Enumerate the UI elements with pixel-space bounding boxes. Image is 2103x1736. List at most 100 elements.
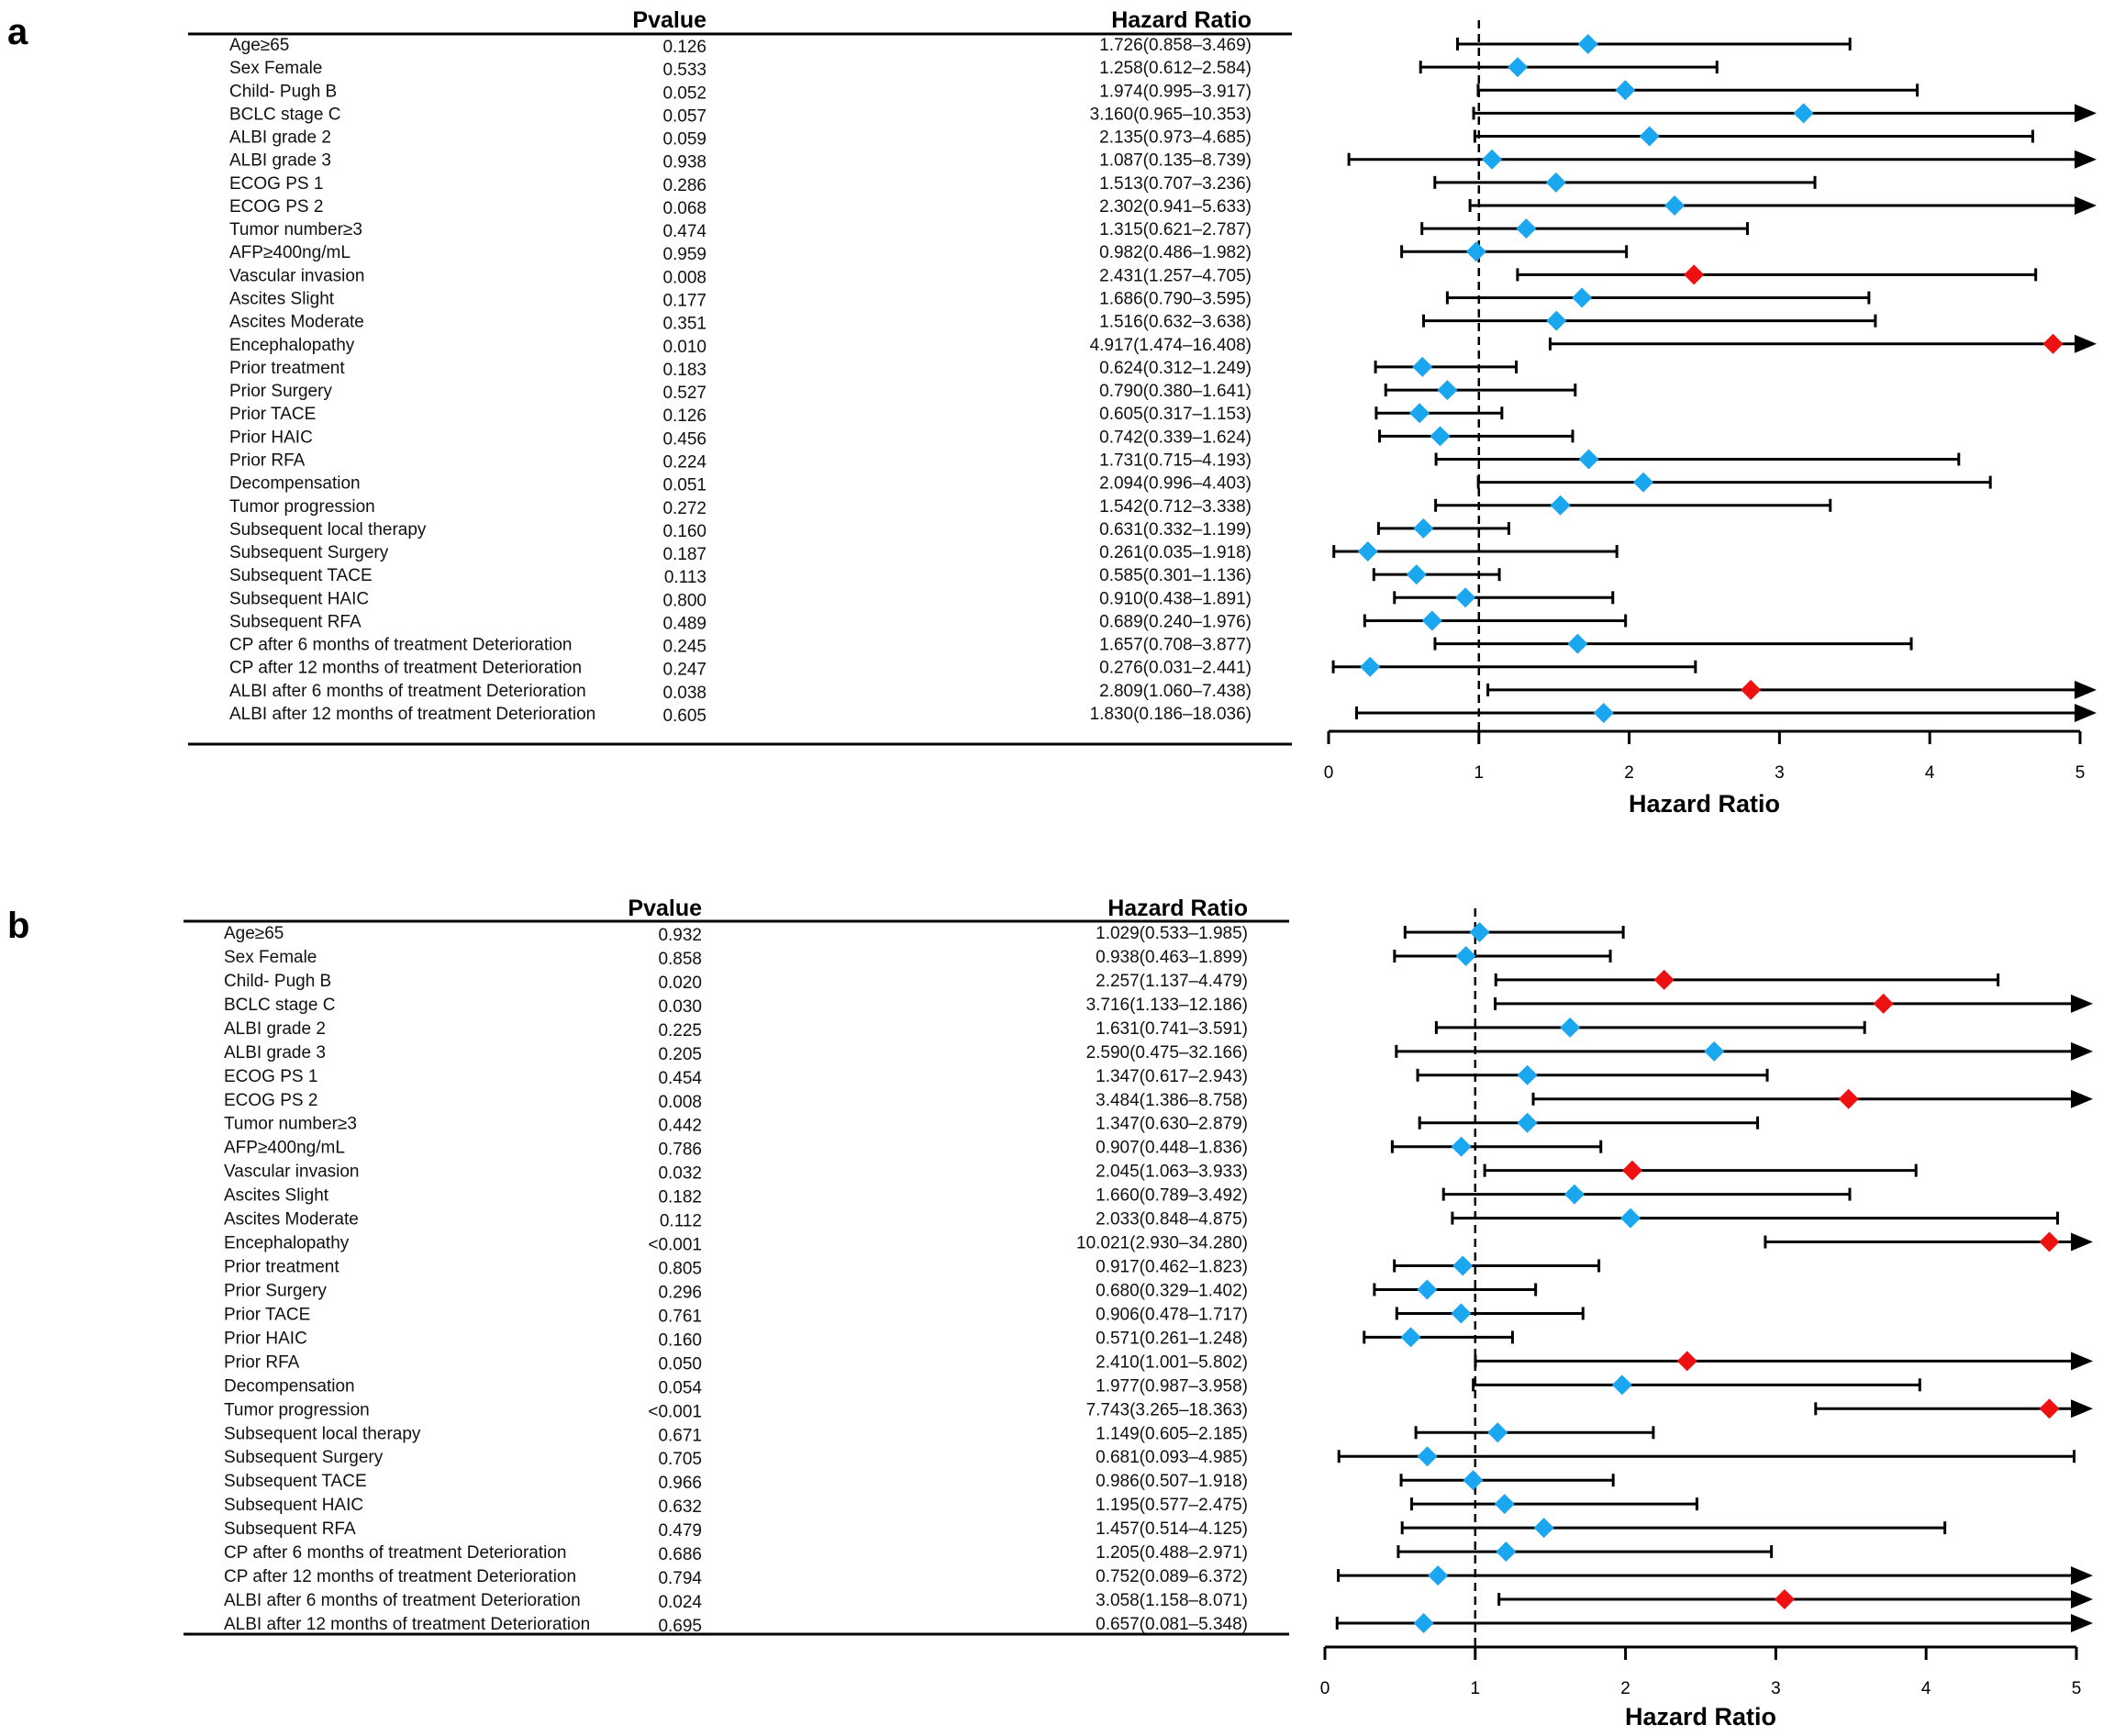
hazard-ratio-ci: 1.516(0.632–3.638) [1099, 313, 1252, 332]
hazard-ratio-point [1704, 1040, 1725, 1062]
hazard-ratio-point [1567, 633, 1588, 654]
p-value: 0.474 [662, 222, 707, 241]
hazard-ratio-point [1621, 1160, 1642, 1181]
ci-arrow-head [2075, 334, 2097, 353]
variable-label: Subsequent Surgery [229, 543, 389, 562]
variable-label: Subsequent local therapy [224, 1424, 421, 1443]
hazard-ratio-point [1417, 1279, 1438, 1300]
hazard-ratio-point [1428, 1565, 1449, 1586]
hazard-ratio-ci: 0.917(0.462–1.823) [1096, 1258, 1248, 1277]
hazard-ratio-point [1452, 1255, 1474, 1276]
p-value: 0.794 [658, 1569, 702, 1588]
table-row: Tumor number≥3 0.442 1.347(0.630–2.879) [224, 1112, 1760, 1136]
hazard-ratio-ci: 7.743(3.265–18.363) [1086, 1400, 1248, 1419]
p-value: 0.057 [662, 106, 707, 126]
hazard-ratio-point [1550, 495, 1571, 516]
ci-arrow-head [2071, 1590, 2093, 1609]
p-value: 0.008 [658, 1093, 702, 1112]
hazard-ratio-ci: 0.752(0.089–6.372) [1096, 1567, 1248, 1586]
p-value: 0.272 [662, 499, 707, 518]
variable-label: Vascular invasion [229, 266, 365, 285]
hazard-ratio-ci: 0.790(0.380–1.641) [1099, 382, 1252, 401]
hazard-ratio-point [1469, 922, 1490, 942]
hazard-ratio-point [1417, 1446, 1438, 1467]
hazard-ratio-point [2039, 1231, 2060, 1252]
table-row: Encephalopathy 0.010 4.917(1.474–16.408) [229, 333, 2097, 357]
table-row: BCLC stage C 0.057 3.160(0.965–10.353) [229, 103, 2097, 126]
table-row: Age≥65 0.126 1.726(0.858–3.469) [229, 34, 1852, 57]
hazard-ratio-ci: 0.910(0.438–1.891) [1099, 589, 1252, 608]
ci-arrow-head [2075, 195, 2097, 215]
p-value: 0.024 [658, 1593, 702, 1612]
p-value: 0.671 [658, 1426, 702, 1445]
hazard-ratio-ci: 1.657(0.708–3.877) [1099, 636, 1252, 655]
p-value: 0.932 [658, 926, 702, 945]
p-value: <0.001 [648, 1236, 702, 1255]
table-row: Prior Surgery 0.296 0.680(0.329–1.402) [224, 1279, 1538, 1302]
variable-label: AFP≥400ng/mL [224, 1139, 345, 1158]
variable-label: Decompensation [224, 1376, 355, 1396]
variable-label: Subsequent TACE [224, 1472, 367, 1491]
variable-label: Ascites Slight [224, 1186, 329, 1206]
hazard-ratio-ci: 1.542(0.712–3.338) [1099, 497, 1252, 517]
hazard-ratio-ci: 1.726(0.858–3.469) [1099, 36, 1252, 55]
table-row: Child- Pugh B 0.052 1.974(0.995–3.917) [229, 80, 1919, 103]
p-value: 0.205 [658, 1045, 702, 1064]
hazard-ratio-ci: 1.205(0.488–2.971) [1096, 1543, 1248, 1563]
p-value: 0.160 [662, 522, 707, 541]
variable-label: ALBI grade 2 [229, 128, 331, 148]
table-row: ALBI after 6 months of treatment Deterio… [229, 679, 2097, 703]
hazard-ratio-point [1546, 310, 1567, 331]
ci-arrow-head [2071, 1566, 2093, 1586]
hazard-ratio-ci: 1.347(0.630–2.879) [1096, 1115, 1248, 1134]
hazard-ratio-ci: 1.660(0.789–3.492) [1096, 1186, 1248, 1206]
table-row: Prior RFA 0.050 2.410(1.001–5.802) [224, 1351, 2093, 1374]
hazard-ratio-point [1413, 1613, 1434, 1633]
p-value: 0.126 [662, 406, 707, 426]
x-tick-label: 2 [1624, 763, 1634, 783]
p-value: 0.182 [658, 1188, 702, 1207]
hazard-ratio-point [1465, 241, 1486, 262]
p-value: 0.224 [662, 452, 707, 472]
table-row: Prior TACE 0.761 0.906(0.478–1.717) [224, 1303, 1585, 1326]
x-tick-label: 1 [1471, 1679, 1481, 1698]
hazard-ratio-ci: 2.431(1.257–4.705) [1099, 266, 1252, 285]
table-row: Sex Female 0.533 1.258(0.612–2.584) [229, 57, 1719, 80]
p-value: 0.054 [658, 1378, 702, 1397]
hazard-ratio-ci: 3.160(0.965–10.353) [1090, 105, 1252, 124]
variable-label: ALBI after 12 months of treatment Deteri… [224, 1615, 590, 1634]
p-value: 0.858 [658, 950, 702, 969]
variable-label: Prior HAIC [224, 1329, 307, 1348]
variable-label: Subsequent TACE [229, 566, 373, 585]
hazard-ratio-point [1409, 403, 1430, 424]
hazard-ratio-ci: 1.977(0.987–3.958) [1096, 1376, 1248, 1396]
p-value: 0.030 [658, 997, 702, 1017]
table-row: AFP≥400ng/mL 0.959 0.982(0.486–1.982) [229, 241, 1629, 264]
hazard-ratio-ci: 1.149(0.605–2.185) [1096, 1424, 1248, 1443]
hazard-ratio-ci: 1.631(0.741–3.591) [1096, 1019, 1248, 1039]
table-row: Sex Female 0.858 0.938(0.463–1.899) [224, 945, 1612, 969]
hazard-ratio-point [2039, 1398, 2060, 1419]
variable-label: Age≥65 [229, 36, 289, 55]
hazard-ratio-header: Hazard Ratio [1107, 896, 1248, 921]
table-row: Encephalopathy <0.001 10.021(2.930–34.280) [224, 1231, 2093, 1255]
hazard-ratio-ci: 0.585(0.301–1.136) [1099, 566, 1252, 585]
variable-label: Sex Female [224, 948, 317, 967]
table-row: Prior treatment 0.805 0.917(0.462–1.823) [224, 1255, 1601, 1279]
p-value: 0.286 [662, 176, 707, 195]
table-row: Subsequent local therapy 0.671 1.149(0.605… [224, 1422, 1655, 1445]
p-value: 0.442 [658, 1117, 702, 1136]
p-value: 0.112 [660, 1212, 702, 1231]
p-value: 0.177 [662, 292, 707, 311]
x-axis-title: Hazard Ratio [1629, 790, 1780, 818]
table-row: AFP≥400ng/mL 0.786 0.907(0.448–1.836) [224, 1136, 1603, 1160]
hazard-ratio-point [1684, 264, 1705, 285]
hazard-ratio-point [1413, 517, 1434, 539]
variable-label: Child- Pugh B [224, 972, 331, 991]
hazard-ratio-point [1632, 472, 1653, 493]
p-value: 0.050 [658, 1354, 702, 1374]
table-row: Subsequent local therapy 0.160 0.631(0.332… [229, 517, 1510, 541]
table-row: BCLC stage C 0.030 3.716(1.133–12.186) [224, 993, 2093, 1017]
